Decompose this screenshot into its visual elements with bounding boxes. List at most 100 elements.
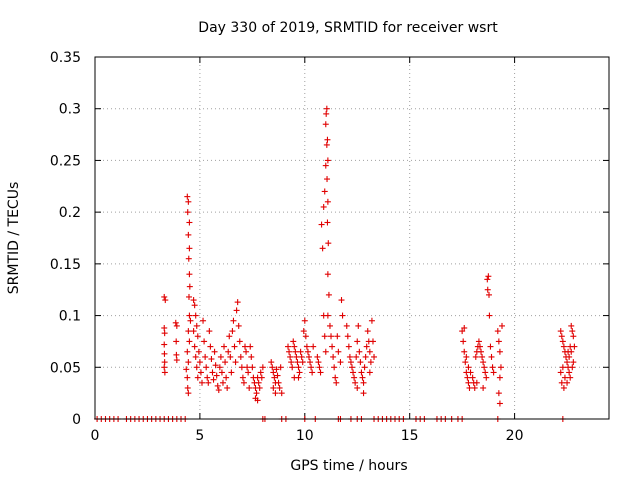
data-point [559,364,566,371]
data-point [202,353,209,360]
data-point [161,330,168,337]
data-point [204,374,211,381]
data-point [557,328,564,335]
data-point [298,353,305,360]
data-point [200,317,207,324]
data-point [328,333,335,340]
data-point [242,343,249,350]
y-tick-label: 0 [72,412,81,428]
data-point [317,369,324,376]
data-point [322,121,329,128]
data-point [567,374,574,381]
data-point [321,188,328,195]
data-point [161,359,168,366]
y-tick-label: 0.25 [50,153,81,169]
data-point [289,364,296,371]
data-point [481,364,488,371]
data-point [484,286,491,293]
data-point [349,364,355,371]
data-point [320,312,327,319]
data-point [227,353,234,360]
data-point [473,379,480,386]
y-tick-label: 0.35 [50,50,81,66]
data-point [190,328,197,335]
data-point [302,333,309,340]
data-point [253,390,260,397]
data-point [258,374,265,381]
data-point [161,350,168,357]
data-point [480,384,487,391]
y-tick-label: 0.1 [59,309,81,325]
data-point [476,343,483,350]
data-point [183,366,190,373]
data-point [467,369,474,376]
data-point [221,343,228,350]
data-point [190,297,197,304]
data-point [499,322,506,329]
grid-lines [95,57,609,419]
data-point [464,374,471,381]
y-tick-labels: 0 0.05 0.1 0.15 0.2 0.25 0.3 0.35 [50,50,81,428]
data-point [479,353,486,360]
data-point [201,338,208,345]
data-point [362,353,369,360]
data-point [321,333,328,340]
chart-title: Day 330 of 2019, SRMTID for receiver wsr… [198,20,498,36]
data-point [222,359,229,366]
data-point [161,364,168,371]
data-point [197,369,204,376]
data-point [288,359,295,366]
data-point [323,141,330,148]
data-point [224,384,231,391]
data-point [232,359,239,366]
data-point [319,245,326,252]
data-point [249,364,256,371]
data-point [483,374,490,381]
data-point [185,359,192,366]
data-point [270,369,277,376]
data-point [338,297,345,304]
data-point [292,348,299,355]
data-point [461,348,468,355]
data-point [324,176,331,183]
data-point [192,312,199,319]
data-point [472,353,479,360]
data-point [223,374,230,381]
data-point [484,276,491,283]
data-point [358,369,365,376]
data-point [208,356,215,363]
x-tick-labels: 0 5 10 15 20 [91,428,524,444]
data-point [324,198,331,205]
data-point [490,369,497,376]
data-point [195,348,202,355]
data-point [247,343,254,350]
data-point [285,343,292,350]
data-point [459,328,466,335]
data-point [330,353,337,360]
data-point [228,369,235,376]
data-point [326,322,333,329]
data-point [269,364,276,371]
data-point [186,312,193,319]
data-point [255,379,262,386]
data-point [225,348,232,355]
data-point [230,317,237,324]
data-point [295,374,302,381]
data-point [325,291,332,298]
data-point [339,312,346,319]
data-point [301,317,308,324]
data-point [366,369,373,376]
data-point [569,328,576,335]
y-tick-label: 0.05 [50,360,81,376]
data-point [196,359,203,366]
data-point [213,372,220,379]
data-point [461,324,468,331]
data-series-srmtid [94,105,578,422]
data-point [561,374,568,381]
data-point [566,369,573,376]
data-point [486,312,493,319]
data-point [494,328,501,335]
data-point [186,245,193,252]
x-tick-label: 0 [91,428,100,444]
data-point [185,293,192,300]
